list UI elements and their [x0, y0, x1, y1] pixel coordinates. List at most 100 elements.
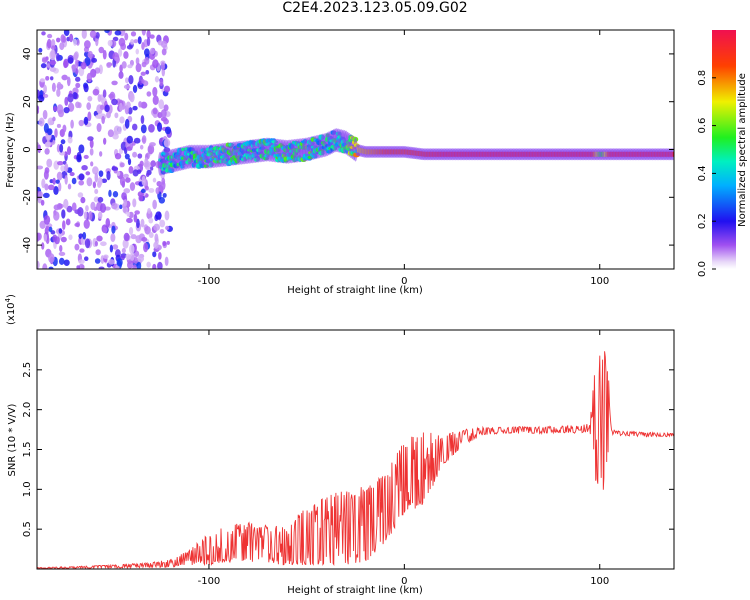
spectrogram-noise-blob — [148, 217, 154, 224]
spectrogram-noise-blob — [86, 177, 93, 187]
colorbar-label: Normalized spectral amplitude — [737, 73, 748, 227]
spectrogram-noise-blob — [56, 123, 62, 128]
spectrogram-noise-blob — [89, 30, 97, 38]
spectrogram-noise-blob — [43, 84, 47, 94]
spectrogram-noise-blob — [153, 223, 160, 232]
spectrogram-noise-blob — [55, 53, 60, 62]
spectrogram-noise-blob — [86, 102, 92, 111]
spectrogram-noise-blob — [89, 139, 94, 149]
spectrogram-noise-blob — [109, 244, 114, 253]
spectrogram-noise-blob — [64, 163, 69, 173]
spectrogram-noise-blob — [58, 257, 65, 265]
spectrogram-noise-blob — [152, 107, 158, 115]
spectrogram-noise-blob — [84, 40, 91, 49]
spectrogram-noise-blob — [58, 251, 66, 256]
spectrogram-noise-blob — [111, 80, 118, 86]
spectrogram-ytick-label: -20 — [22, 189, 33, 205]
spectrogram-noise-blob — [79, 248, 85, 253]
spectrogram-noise-blob — [140, 71, 146, 76]
spectrogram-noise-blob — [73, 52, 78, 61]
spectrogram-noise-blob — [124, 32, 129, 41]
spectrogram-noise-blob — [44, 141, 51, 148]
spectrogram-noise-blob — [71, 64, 76, 73]
spectrogram-noise-blob — [152, 95, 159, 106]
spectrogram-noise-blob — [56, 37, 61, 43]
spectrogram-noise-blob — [129, 92, 135, 103]
spectrogram-noise-blob — [78, 263, 85, 269]
spectrogram-noise-blob — [75, 76, 81, 82]
spectrogram-noise-blob — [141, 30, 146, 36]
spectrogram-noise-blob — [86, 72, 93, 83]
spectrogram-noise-blob — [129, 252, 135, 261]
spectrogram-noise-blob — [124, 118, 130, 129]
spectrogram-noise-blob — [145, 70, 150, 75]
spectrogram-noise-blob — [133, 39, 139, 44]
spectrogram-noise-blob — [74, 243, 80, 251]
spectrogram-noise-blob — [141, 61, 147, 68]
spectrogram-noise-blob — [67, 183, 72, 190]
spectrogram-xtick-label: 100 — [590, 276, 609, 287]
spectrogram-noise-blob — [69, 33, 74, 43]
spectrogram-noise-blob — [104, 30, 110, 34]
spectrogram-noise-blob — [135, 63, 142, 73]
snr-panel: -100 0 100 0.5 1.0 1.5 2.0 2.5 SNR (10 * V/V) H… — [4, 294, 675, 596]
spectrogram-noise-blob — [133, 257, 139, 264]
spectrogram-noise-blob — [114, 30, 122, 36]
figure-title: C2E4.2023.123.05.09.G02 — [282, 0, 468, 16]
spectrogram-noise-blob — [37, 165, 44, 170]
spectrogram-noise-blob — [75, 101, 81, 109]
spectrogram-noise-blob — [63, 198, 69, 209]
spectrogram-noise-blob — [46, 158, 53, 168]
spectrogram-noise-blob — [132, 151, 138, 158]
colorbar-tick-label: 0.2 — [697, 213, 708, 229]
spectrogram-noise-blob — [42, 109, 48, 120]
spectrogram-noise-blob — [135, 57, 140, 65]
spectrogram-noise-blob — [116, 258, 123, 267]
spectrogram-noise-blob — [123, 232, 130, 242]
snr-ytick-label: 1.5 — [22, 442, 33, 458]
spectrogram-noise-blob — [94, 172, 99, 183]
spectrogram-noise-blob — [64, 175, 68, 185]
spectrogram-noise-blob — [38, 94, 45, 102]
spectrogram-noise-blob — [130, 31, 137, 37]
spectrogram-noise-blob — [39, 78, 46, 83]
spectrogram-noise-blob — [139, 144, 144, 150]
spectrogram-noise-blob — [92, 166, 99, 175]
spectrogram-noise-blob — [63, 259, 70, 266]
spectrogram-noise-blob — [137, 153, 143, 159]
spectrogram-noise-blob — [132, 84, 138, 93]
spectrogram-noise-blob — [48, 253, 55, 264]
spectrogram-noise-blob — [66, 76, 71, 87]
spectrogram-noise-blob — [163, 85, 171, 93]
spectrogram-noise-blob — [158, 251, 162, 260]
spectrogram-noise-blob — [90, 201, 96, 211]
spectrogram-noise-blob — [137, 255, 145, 263]
spectrogram-noise-blob — [58, 228, 63, 234]
spectrogram-noise-blob — [54, 128, 58, 138]
spectrogram-noise-blob — [94, 240, 98, 247]
spectrogram-noise-blob — [106, 62, 112, 68]
spectrogram-noise-blob — [55, 179, 60, 184]
spectrogram-noise-blob — [155, 187, 160, 195]
spectrogram-noise-blob — [62, 124, 67, 133]
spectrogram-noise-blob — [126, 217, 133, 224]
spectrogram-noise-blob — [149, 142, 156, 147]
spectrogram-ytick-label: -40 — [22, 237, 33, 253]
spectrogram-noise-blob — [57, 160, 64, 166]
spectrogram-noise-blob — [165, 225, 170, 231]
spectrogram-noise-blob — [80, 196, 86, 204]
spectrogram-noise-blob — [122, 207, 127, 213]
spectrogram-noise-blob — [162, 240, 167, 247]
spectrogram-halo — [670, 148, 674, 161]
spectrogram-noise-blob — [49, 60, 57, 66]
spectrogram-noise-blob — [119, 204, 123, 210]
spectrogram-noise-blob — [144, 48, 150, 57]
spectrogram-noise-blob — [144, 225, 151, 235]
spectrogram-noise-blob — [126, 135, 134, 144]
spectrogram-noise-blob — [68, 234, 73, 241]
spectrogram-noise-blob — [48, 266, 54, 269]
spectrogram-noise-blob — [108, 93, 115, 99]
snr-multiplier-exp: 4 — [4, 297, 12, 302]
spectrogram-noise-blob — [104, 104, 110, 113]
